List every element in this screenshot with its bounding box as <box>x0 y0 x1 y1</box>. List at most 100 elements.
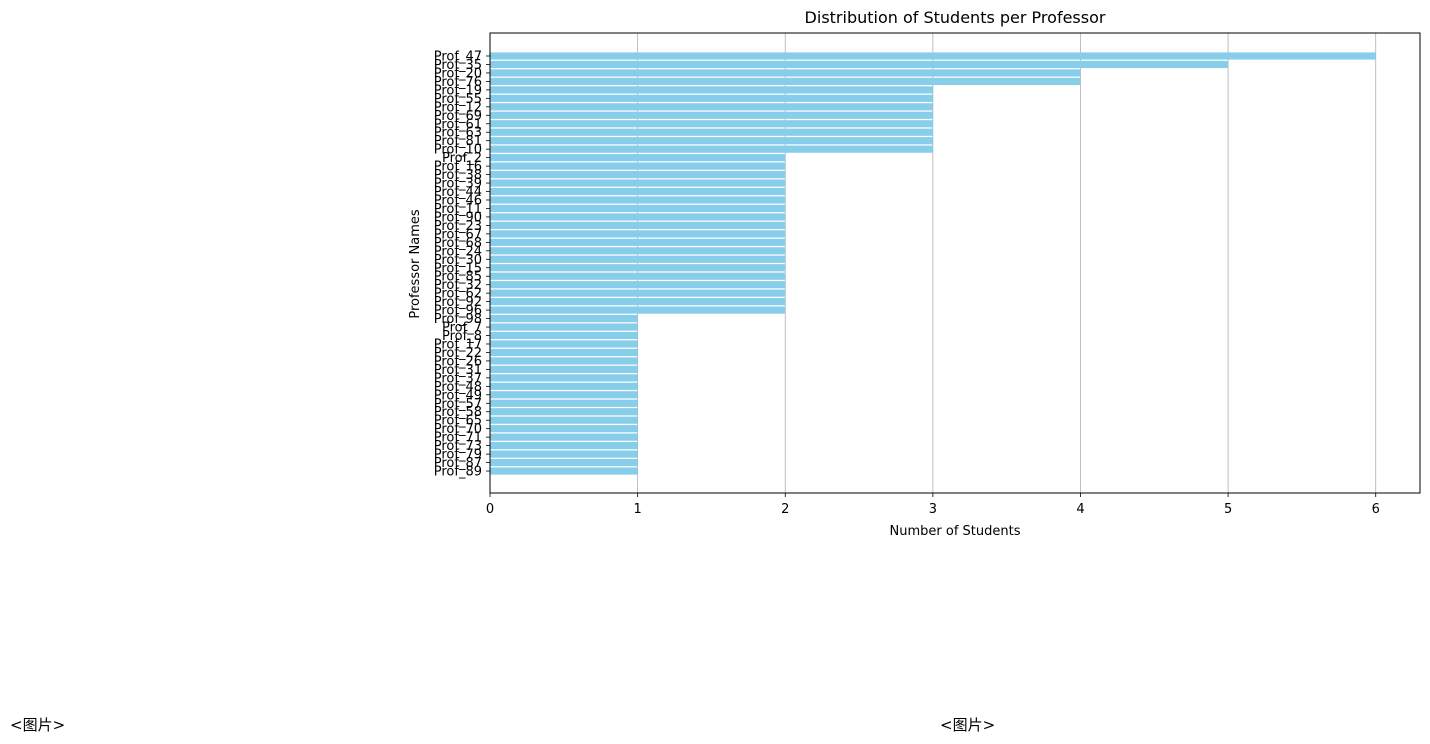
y-tick-label: Prof_63 <box>434 126 482 141</box>
y-tick-label: Prof_35 <box>434 58 482 73</box>
y-tick-label: Prof_19 <box>434 83 482 98</box>
bars <box>490 52 1376 475</box>
x-tick-label: 3 <box>929 502 937 517</box>
y-tick-label: Prof_2 <box>442 151 482 166</box>
bar <box>490 289 786 297</box>
y-tick-label: Prof_65 <box>434 414 482 429</box>
footer-left-text: <图片> <box>10 716 66 734</box>
y-tick-label: Prof_49 <box>434 388 482 403</box>
y-tick-label: Prof_23 <box>434 219 482 234</box>
x-tick-label: 2 <box>781 502 789 517</box>
y-tick-label: Prof_92 <box>434 295 482 310</box>
bar <box>490 408 638 416</box>
bar <box>490 103 933 111</box>
bar <box>490 399 638 407</box>
y-tick-label: Prof_87 <box>434 456 482 471</box>
x-tick-label: 1 <box>633 502 641 517</box>
y-tick-label: Prof_48 <box>434 380 482 395</box>
y-tick-label: Prof_26 <box>434 354 482 369</box>
y-tick-label: Prof_85 <box>434 270 482 285</box>
bar <box>490 272 786 280</box>
y-tick-label: Prof_11 <box>434 202 482 217</box>
y-tick-label: Prof_61 <box>434 117 482 132</box>
bar <box>490 281 786 289</box>
y-tick-label: Prof_81 <box>434 134 482 149</box>
bar <box>490 128 933 136</box>
bar <box>490 120 933 128</box>
bar <box>490 391 638 399</box>
y-tick-label: Prof_46 <box>434 193 482 208</box>
bar <box>490 382 638 390</box>
bar <box>490 187 786 196</box>
y-tick-label: Prof_47 <box>434 50 482 65</box>
y-tick-label: Prof_71 <box>434 431 482 446</box>
y-tick-label: Prof_38 <box>434 168 482 183</box>
y-tick-label: Prof_10 <box>434 143 482 158</box>
y-tick-label: Prof_67 <box>434 227 482 242</box>
y-tick-label: Prof_68 <box>434 236 482 251</box>
y-tick-label: Prof_31 <box>434 363 482 378</box>
y-tick-label: Prof_70 <box>434 422 482 437</box>
y-tick-label: Prof_57 <box>434 397 482 412</box>
x-gridlines <box>489 33 1377 493</box>
bar <box>490 162 786 170</box>
bar <box>490 298 786 306</box>
bar <box>490 331 638 340</box>
bar <box>490 323 638 331</box>
y-tick-label: Prof_20 <box>434 66 482 81</box>
bar <box>490 213 786 221</box>
bar <box>490 238 786 246</box>
y-tick-label: Prof_44 <box>434 185 482 200</box>
footer-right-text: <图片> <box>940 716 996 734</box>
y-tick-label: Prof_32 <box>434 278 482 293</box>
y-tick-label: Prof_7 <box>442 321 482 336</box>
y-axis-label: Professor Names <box>408 209 423 319</box>
y-tick-label: Prof_15 <box>434 261 482 276</box>
bar <box>490 145 933 153</box>
bar <box>490 467 638 475</box>
bar <box>490 340 638 348</box>
y-tick-label: Prof_24 <box>434 244 482 259</box>
y-tick-label: Prof_79 <box>434 448 482 463</box>
y-tick-label: Prof_58 <box>434 405 482 420</box>
x-axis-ticks: 0 1 2 3 4 5 6 <box>486 493 1380 517</box>
bar <box>490 154 786 162</box>
bar <box>490 374 638 382</box>
y-tick-label: Prof_8 <box>442 329 482 344</box>
bar <box>490 77 1081 86</box>
y-tick-label: Prof_73 <box>434 439 482 454</box>
y-tick-label: Prof_76 <box>434 75 482 90</box>
chart-title: Distribution of Students per Professor <box>805 8 1106 27</box>
y-tick-label: Prof_96 <box>434 304 482 319</box>
bar <box>490 365 638 373</box>
bar <box>490 255 786 263</box>
x-axis-label: Number of Students <box>890 524 1021 539</box>
bar <box>490 196 786 204</box>
x-tick-label: 5 <box>1224 502 1232 517</box>
bar <box>490 314 638 323</box>
y-tick-label: Prof_17 <box>434 337 482 352</box>
bar <box>490 264 786 272</box>
bar <box>490 348 638 357</box>
bar <box>490 450 638 458</box>
y-tick-label: Prof_39 <box>434 177 482 192</box>
y-tick-label: Prof_89 <box>434 465 482 480</box>
y-tick-label: Prof_16 <box>434 160 482 175</box>
bar <box>490 179 786 187</box>
bar <box>490 204 786 213</box>
bar <box>490 170 786 179</box>
y-tick-label: Prof_30 <box>434 253 482 268</box>
x-tick-label: 4 <box>1076 502 1084 517</box>
bar <box>490 52 1376 60</box>
x-tick-label: 6 <box>1372 502 1380 517</box>
bar <box>490 221 786 229</box>
bar <box>490 458 638 467</box>
bar <box>490 357 638 365</box>
y-tick-label: Prof_12 <box>434 100 482 115</box>
bar <box>490 416 638 424</box>
y-tick-label: Prof_90 <box>434 210 482 225</box>
bar <box>490 86 933 94</box>
bar <box>490 94 933 102</box>
